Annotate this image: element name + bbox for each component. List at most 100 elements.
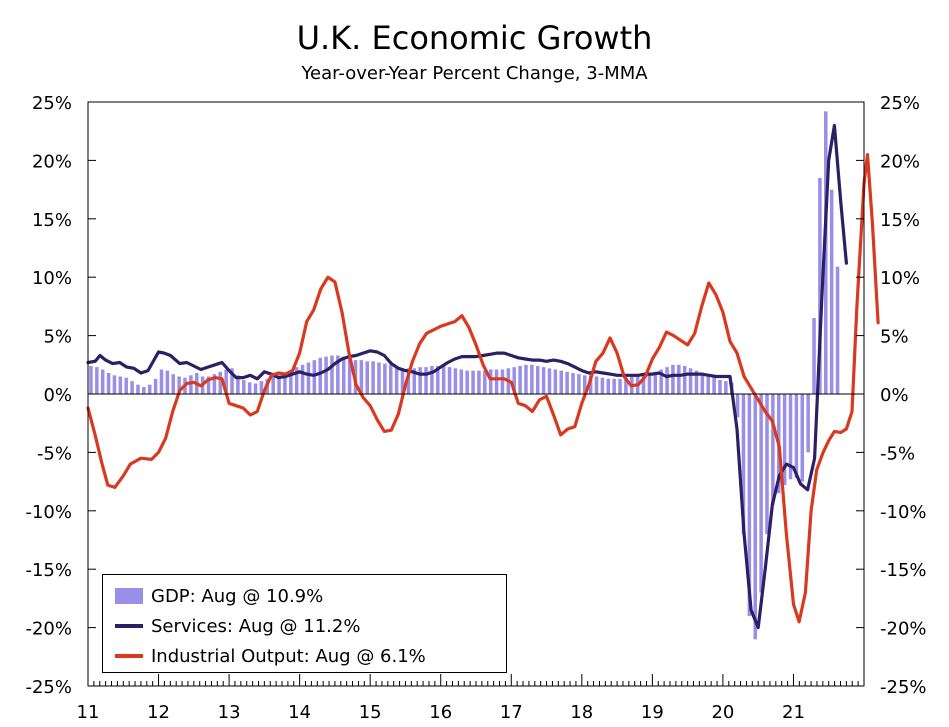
y-tick-label-left: -25% (25, 677, 72, 698)
gdp-bar (230, 368, 234, 394)
gdp-bar (694, 370, 699, 394)
y-tick-label-left: 0% (43, 385, 72, 406)
x-tick-label: 17 (500, 702, 523, 723)
gdp-bar (800, 394, 805, 482)
gdp-bar (218, 371, 223, 394)
gdp-bar (289, 370, 293, 394)
y-tick-label-left: 10% (32, 268, 72, 289)
legend-label-gdp: GDP: Aug @ 10.9% (151, 585, 324, 607)
gdp-bar (124, 377, 128, 394)
gdp-bar (706, 375, 710, 394)
y-tick-label-right: -10% (880, 502, 927, 523)
gdp-bar (165, 370, 170, 394)
gdp-bar (406, 368, 411, 394)
gdp-bar (306, 362, 311, 394)
y-tick-label-left: -10% (25, 502, 72, 523)
gdp-bar (171, 374, 176, 394)
gdp-bar (812, 318, 816, 394)
gdp-bar (765, 394, 769, 535)
gdp-bar (130, 381, 134, 394)
legend-item-gdp: GDP: Aug @ 10.9% (115, 583, 323, 609)
gdp-bar (318, 357, 322, 394)
gdp-bar (189, 375, 193, 394)
gdp-bar (759, 394, 763, 593)
legend-swatch-gdp (115, 588, 143, 604)
gdp-bar (494, 369, 499, 394)
gdp-bar (788, 394, 793, 480)
gdp-bar (147, 384, 152, 394)
gdp-bar (700, 372, 705, 394)
gdp-bar (647, 372, 652, 394)
gdp-bar (577, 374, 581, 394)
gdp-bar (682, 365, 687, 394)
gdp-bar (283, 372, 287, 394)
gdp-bar (824, 111, 828, 395)
gdp-bar (294, 367, 299, 394)
gdp-bar (612, 378, 616, 394)
x-tick-label: 11 (77, 702, 100, 723)
gdp-bar (271, 376, 275, 394)
gdp-bar (530, 364, 534, 394)
gdp-bar (383, 363, 387, 394)
gdp-bar (95, 367, 99, 394)
x-tick-label: 18 (570, 702, 593, 723)
gdp-bar (259, 381, 264, 394)
gdp-bar (659, 369, 663, 394)
y-tick-label-right: -25% (880, 677, 927, 698)
legend: GDP: Aug @ 10.9% Services: Aug @ 11.2% I… (102, 574, 507, 673)
gdp-bar (571, 372, 575, 394)
x-tick-label: 13 (218, 702, 241, 723)
gdp-bar (236, 375, 240, 394)
gdp-bar (835, 266, 840, 394)
gdp-bar (559, 370, 564, 394)
x-tick-label: 12 (147, 702, 170, 723)
gdp-bar (371, 361, 375, 394)
gdp-bar (471, 370, 475, 394)
gdp-bar (535, 365, 540, 394)
chart-subtitle: Year-over-Year Percent Change, 3-MMA (301, 63, 648, 84)
gdp-bar (565, 371, 569, 394)
gdp-bar (277, 375, 281, 394)
gdp-bar (465, 370, 469, 394)
gdp-bar (512, 367, 516, 394)
gdp-bar (412, 368, 417, 394)
gdp-bar (118, 376, 123, 394)
gdp-bar (741, 394, 746, 535)
gdp-bar (518, 365, 522, 394)
gdp-bar (671, 364, 675, 394)
gdp-bar (330, 355, 334, 394)
gdp-bar (653, 371, 658, 394)
gdp-bar (618, 378, 622, 394)
legend-swatch-services (115, 624, 143, 628)
gdp-bar (142, 386, 146, 394)
gdp-bar (247, 382, 252, 394)
x-tick-label: 21 (782, 702, 805, 723)
y-tick-label-right: -20% (880, 619, 927, 640)
gdp-bar (159, 369, 164, 394)
legend-swatch-industrial-output (115, 654, 143, 658)
x-tick-label: 15 (359, 702, 382, 723)
legend-item-services: Services: Aug @ 11.2% (115, 613, 360, 639)
gdp-bar (547, 368, 552, 394)
gdp-bar (582, 375, 587, 394)
gdp-bar (594, 376, 599, 394)
y-tick-label-right: -15% (880, 560, 927, 581)
y-tick-label-left: 5% (43, 327, 72, 348)
gdp-bar (459, 369, 464, 394)
y-tick-label-right: -5% (880, 443, 915, 464)
gdp-bar (418, 367, 422, 394)
chart-title: U.K. Economic Growth (296, 19, 653, 57)
gdp-bar (753, 394, 758, 640)
y-tick-label-left: 20% (32, 151, 72, 172)
gdp-bar (771, 394, 775, 505)
gdp-bar (553, 369, 558, 394)
gdp-bar (712, 377, 716, 394)
gdp-bar (324, 356, 328, 394)
gdp-bar (365, 361, 370, 394)
services-line (86, 123, 848, 630)
gdp-bar (341, 356, 346, 394)
gdp-bar (253, 383, 258, 394)
y-tick-label-right: 10% (880, 268, 920, 289)
gdp-bar (347, 358, 352, 394)
gdp-bar (224, 369, 228, 394)
